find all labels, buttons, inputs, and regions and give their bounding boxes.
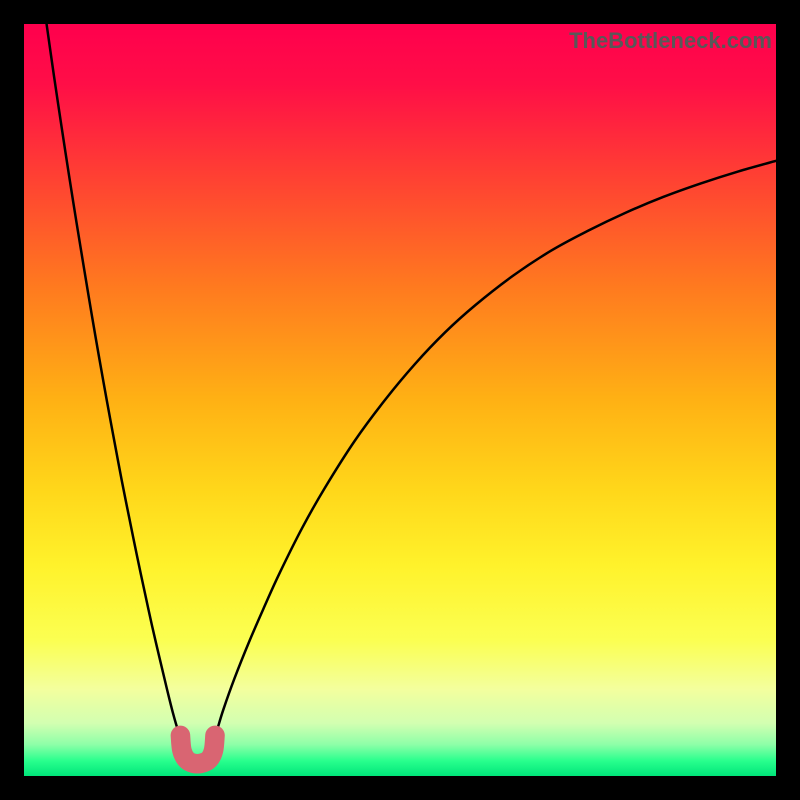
chart-frame: TheBottleneck.com (0, 0, 800, 800)
curve-overlay (24, 24, 776, 776)
plot-area (24, 24, 776, 776)
bottleneck-curve-right (215, 161, 776, 736)
bottleneck-curve-left (47, 24, 181, 735)
watermark-text: TheBottleneck.com (569, 28, 772, 54)
u-highlight (180, 735, 215, 763)
